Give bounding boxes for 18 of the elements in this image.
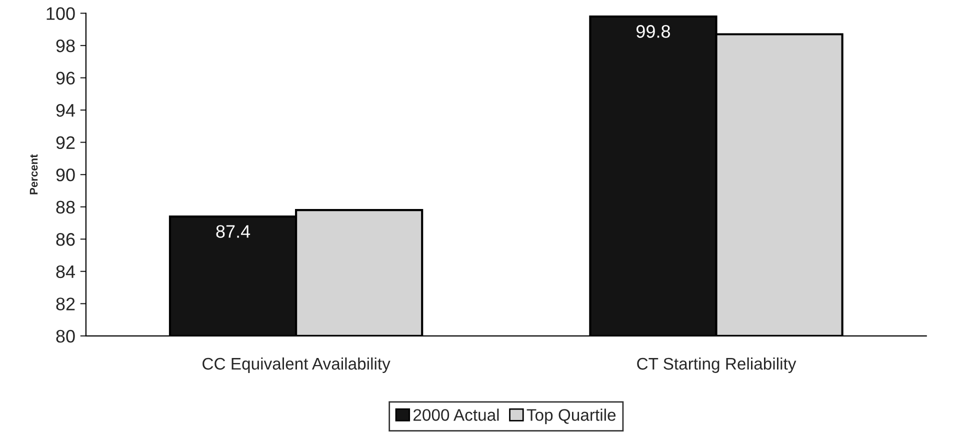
y-tick-label: 92 bbox=[56, 136, 75, 150]
y-tick-label: 82 bbox=[56, 298, 75, 310]
y-tick-label: 100 bbox=[46, 7, 75, 20]
y-tick-label: 86 bbox=[56, 233, 75, 246]
y-tick-label: 88 bbox=[56, 200, 75, 214]
y-tick-label: 98 bbox=[56, 39, 75, 52]
y-tick-label: 90 bbox=[56, 168, 75, 182]
data-label: 99.8 bbox=[636, 25, 670, 38]
x-tick-label: CT Starting Reliability bbox=[637, 357, 796, 373]
y-tick-label: 94 bbox=[56, 104, 76, 117]
legend-label: 2000 Actual bbox=[414, 408, 499, 421]
y-tick-label: 96 bbox=[56, 72, 75, 85]
y-axis-title: Percent bbox=[30, 154, 38, 194]
x-tick-label: CC Equivalent Availability bbox=[202, 357, 390, 373]
legend-label: Top Quartile bbox=[526, 408, 616, 424]
data-label: 87.4 bbox=[216, 225, 250, 238]
y-tick-label: 84 bbox=[56, 265, 76, 278]
y-tick-label: 80 bbox=[56, 330, 75, 343]
